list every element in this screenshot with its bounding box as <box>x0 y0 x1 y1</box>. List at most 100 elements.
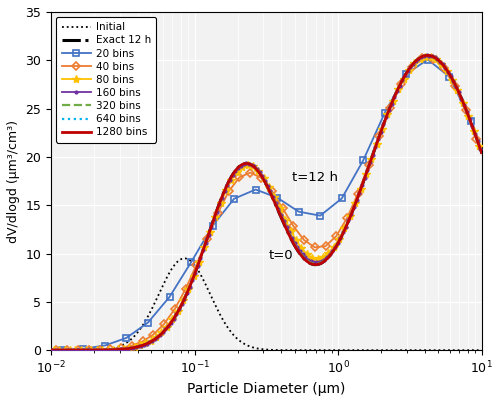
Initial <box>48 348 54 353</box>
160 bins <box>50 348 56 353</box>
320 bins <box>357 189 363 194</box>
Line: 160 bins: 160 bins <box>50 53 483 353</box>
20 bins <box>102 343 108 348</box>
Exact 12 h <box>48 348 54 353</box>
320 bins <box>271 197 277 202</box>
40 bins <box>290 224 296 229</box>
1280 bins <box>336 238 342 243</box>
Initial <box>258 347 264 351</box>
20 bins <box>80 346 86 351</box>
Line: 20 bins: 20 bins <box>58 56 474 353</box>
40 bins <box>258 175 264 180</box>
640 bins <box>178 303 184 308</box>
320 bins <box>402 74 407 79</box>
320 bins <box>49 348 55 353</box>
40 bins <box>355 191 361 196</box>
80 bins <box>326 251 332 256</box>
Exact 12 h <box>258 172 264 177</box>
Line: 80 bins: 80 bins <box>50 52 483 354</box>
40 bins <box>118 345 124 350</box>
1280 bins <box>478 150 484 155</box>
640 bins <box>172 315 177 320</box>
40 bins <box>301 238 307 243</box>
20 bins <box>404 71 409 76</box>
20 bins <box>231 196 237 201</box>
40 bins <box>366 163 372 168</box>
Exact 12 h <box>387 105 393 110</box>
20 bins <box>425 57 431 62</box>
Initial <box>70 348 76 353</box>
80 bins <box>422 54 428 59</box>
40 bins <box>441 66 447 71</box>
Initial <box>182 256 188 261</box>
20 bins <box>446 75 452 79</box>
Line: 320 bins: 320 bins <box>52 56 481 350</box>
40 bins <box>430 56 436 61</box>
20 bins <box>188 260 194 265</box>
Line: 40 bins: 40 bins <box>54 55 480 353</box>
80 bins <box>239 164 245 169</box>
1280 bins <box>48 348 54 353</box>
20 bins <box>382 110 388 115</box>
640 bins <box>48 348 54 353</box>
40 bins <box>420 56 426 61</box>
640 bins <box>478 150 484 154</box>
320 bins <box>424 53 430 58</box>
Initial <box>478 348 484 353</box>
320 bins <box>427 53 433 58</box>
Exact 12 h <box>466 115 472 120</box>
320 bins <box>110 347 116 352</box>
Initial <box>246 344 252 349</box>
80 bins <box>309 255 315 260</box>
160 bins <box>424 53 430 58</box>
20 bins <box>338 196 344 201</box>
40 bins <box>96 347 102 352</box>
40 bins <box>344 216 350 220</box>
40 bins <box>398 82 404 87</box>
Y-axis label: dV/dlogd (μm³/cm³): dV/dlogd (μm³/cm³) <box>7 120 20 243</box>
Exact 12 h <box>466 116 472 121</box>
Line: 640 bins: 640 bins <box>52 56 482 350</box>
160 bins <box>326 252 332 257</box>
40 bins <box>161 322 167 326</box>
Text: t=12 h: t=12 h <box>292 171 339 184</box>
20 bins <box>166 295 172 299</box>
40 bins <box>64 348 70 353</box>
80 bins <box>342 226 347 231</box>
20 bins <box>317 213 323 218</box>
40 bins <box>140 339 145 344</box>
Line: Initial: Initial <box>51 258 482 350</box>
Exact 12 h <box>478 151 484 156</box>
40 bins <box>312 245 318 250</box>
20 bins <box>59 347 65 352</box>
20 bins <box>296 209 302 214</box>
20 bins <box>274 195 280 200</box>
640 bins <box>61 348 67 353</box>
40 bins <box>322 244 328 249</box>
Legend: Initial, Exact 12 h, 20 bins, 40 bins, 80 bins, 160 bins, 320 bins, 640 bins, 12: Initial, Exact 12 h, 20 bins, 40 bins, 8… <box>56 17 156 143</box>
40 bins <box>236 175 242 180</box>
40 bins <box>215 210 221 215</box>
X-axis label: Particle Diameter (μm): Particle Diameter (μm) <box>187 382 346 396</box>
40 bins <box>54 348 60 353</box>
40 bins <box>408 65 414 70</box>
80 bins <box>304 251 310 256</box>
160 bins <box>170 316 176 321</box>
40 bins <box>226 189 232 194</box>
20 bins <box>210 224 216 229</box>
1280 bins <box>70 348 75 353</box>
640 bins <box>300 255 306 260</box>
Initial <box>466 348 472 353</box>
40 bins <box>376 133 382 138</box>
40 bins <box>150 332 156 337</box>
Exact 12 h <box>246 162 252 166</box>
40 bins <box>387 106 393 110</box>
40 bins <box>182 287 188 291</box>
40 bins <box>86 347 92 352</box>
20 bins <box>360 158 366 163</box>
640 bins <box>362 173 368 178</box>
80 bins <box>476 143 482 148</box>
40 bins <box>129 343 135 348</box>
40 bins <box>194 262 200 267</box>
Exact 12 h <box>424 53 430 58</box>
